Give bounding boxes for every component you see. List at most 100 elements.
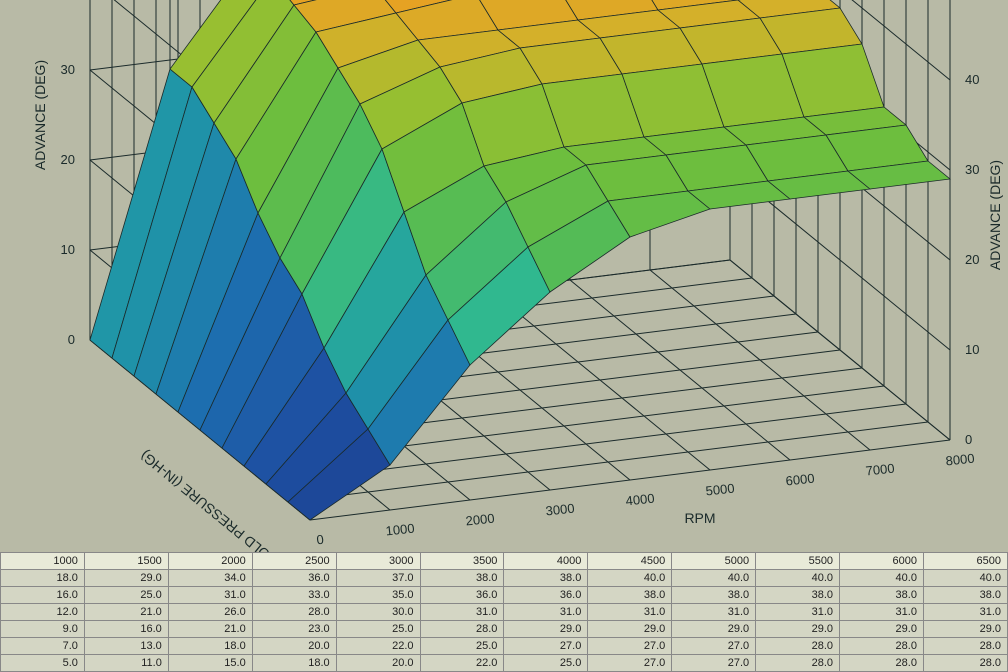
svg-text:0: 0 <box>965 432 972 447</box>
advance-data-table: 1000150020002500300035004000450050005500… <box>0 552 1008 672</box>
table-cell: 29.0 <box>672 621 756 638</box>
table-cell: 31.0 <box>420 604 504 621</box>
svg-text:ADVANCE (DEG): ADVANCE (DEG) <box>987 160 1003 270</box>
table-cell: 21.0 <box>84 604 168 621</box>
table-cell: 29.0 <box>84 570 168 587</box>
table-header-cell: 6000 <box>840 553 924 570</box>
table-cell: 36.0 <box>504 587 588 604</box>
svg-text:10: 10 <box>61 242 75 257</box>
table-header-cell: 2000 <box>168 553 252 570</box>
svg-text:6000: 6000 <box>785 471 815 489</box>
table-cell: 38.0 <box>588 587 672 604</box>
table-cell: 33.0 <box>252 587 336 604</box>
table-header-cell: 4500 <box>588 553 672 570</box>
table-cell: 11.0 <box>84 655 168 672</box>
table-cell: 31.0 <box>168 587 252 604</box>
table-header-cell: 1500 <box>84 553 168 570</box>
table-cell: 18.0 <box>168 638 252 655</box>
table-cell: 27.0 <box>672 655 756 672</box>
table-header-cell: 3500 <box>420 553 504 570</box>
svg-text:RPM: RPM <box>684 510 715 526</box>
table-cell: 31.0 <box>504 604 588 621</box>
svg-text:7000: 7000 <box>865 461 895 479</box>
table-header-cell: 5000 <box>672 553 756 570</box>
table-header-cell: 4000 <box>504 553 588 570</box>
svg-text:30: 30 <box>61 62 75 77</box>
table-cell: 28.0 <box>756 638 840 655</box>
svg-text:20: 20 <box>965 252 979 267</box>
table-cell: 21.0 <box>168 621 252 638</box>
table-cell: 35.0 <box>336 587 420 604</box>
table-cell: 5.0 <box>1 655 85 672</box>
table-cell: 37.0 <box>336 570 420 587</box>
svg-text:0: 0 <box>316 532 325 548</box>
table-cell: 38.0 <box>756 587 840 604</box>
table-cell: 27.0 <box>504 638 588 655</box>
table-cell: 40.0 <box>672 570 756 587</box>
table-cell: 29.0 <box>588 621 672 638</box>
table-cell: 9.0 <box>1 621 85 638</box>
svg-text:8000: 8000 <box>945 451 975 469</box>
table-cell: 31.0 <box>756 604 840 621</box>
surface-chart: 010002000300040005000600070008000RPM0102… <box>0 0 1008 560</box>
table-cell: 36.0 <box>420 587 504 604</box>
table-cell: 31.0 <box>588 604 672 621</box>
table-cell: 40.0 <box>588 570 672 587</box>
table-header-cell: 1000 <box>1 553 85 570</box>
table-cell: 38.0 <box>840 587 924 604</box>
table-cell: 28.0 <box>252 604 336 621</box>
svg-text:3000: 3000 <box>545 501 575 519</box>
table-cell: 28.0 <box>756 655 840 672</box>
svg-text:40: 40 <box>965 72 979 87</box>
table-cell: 31.0 <box>672 604 756 621</box>
table-cell: 20.0 <box>336 655 420 672</box>
table-cell: 13.0 <box>84 638 168 655</box>
svg-text:0: 0 <box>68 332 75 347</box>
svg-text:10: 10 <box>965 342 979 357</box>
table-cell: 28.0 <box>420 621 504 638</box>
table-header-cell: 3000 <box>336 553 420 570</box>
table-header-cell: 5500 <box>756 553 840 570</box>
table-cell: 38.0 <box>672 587 756 604</box>
table-cell: 27.0 <box>588 638 672 655</box>
table-cell: 23.0 <box>252 621 336 638</box>
table-cell: 30.0 <box>336 604 420 621</box>
table-cell: 27.0 <box>672 638 756 655</box>
svg-text:4000: 4000 <box>625 491 655 509</box>
table-cell: 25.0 <box>420 638 504 655</box>
svg-text:20: 20 <box>61 152 75 167</box>
table-cell: 25.0 <box>336 621 420 638</box>
table-cell: 31.0 <box>923 604 1007 621</box>
table-header-cell: 2500 <box>252 553 336 570</box>
table-cell: 22.0 <box>420 655 504 672</box>
table-cell: 18.0 <box>252 655 336 672</box>
svg-text:30: 30 <box>965 162 979 177</box>
table-cell: 40.0 <box>923 570 1007 587</box>
table-cell: 25.0 <box>84 587 168 604</box>
table-cell: 18.0 <box>1 570 85 587</box>
table-cell: 26.0 <box>168 604 252 621</box>
table-cell: 29.0 <box>840 621 924 638</box>
svg-text:5000: 5000 <box>705 481 735 499</box>
table-cell: 38.0 <box>504 570 588 587</box>
table-cell: 29.0 <box>504 621 588 638</box>
table-cell: 20.0 <box>252 638 336 655</box>
table-cell: 28.0 <box>840 638 924 655</box>
table-cell: 22.0 <box>336 638 420 655</box>
table-cell: 34.0 <box>168 570 252 587</box>
svg-text:2000: 2000 <box>465 511 495 529</box>
table-cell: 12.0 <box>1 604 85 621</box>
table-cell: 27.0 <box>588 655 672 672</box>
table-cell: 29.0 <box>923 621 1007 638</box>
table-cell: 25.0 <box>504 655 588 672</box>
table-cell: 40.0 <box>756 570 840 587</box>
table-cell: 29.0 <box>756 621 840 638</box>
table-cell: 7.0 <box>1 638 85 655</box>
table-cell: 28.0 <box>923 638 1007 655</box>
table-cell: 16.0 <box>84 621 168 638</box>
table-cell: 28.0 <box>923 655 1007 672</box>
table-cell: 36.0 <box>252 570 336 587</box>
surface <box>90 0 950 520</box>
table-cell: 15.0 <box>168 655 252 672</box>
table-cell: 16.0 <box>1 587 85 604</box>
